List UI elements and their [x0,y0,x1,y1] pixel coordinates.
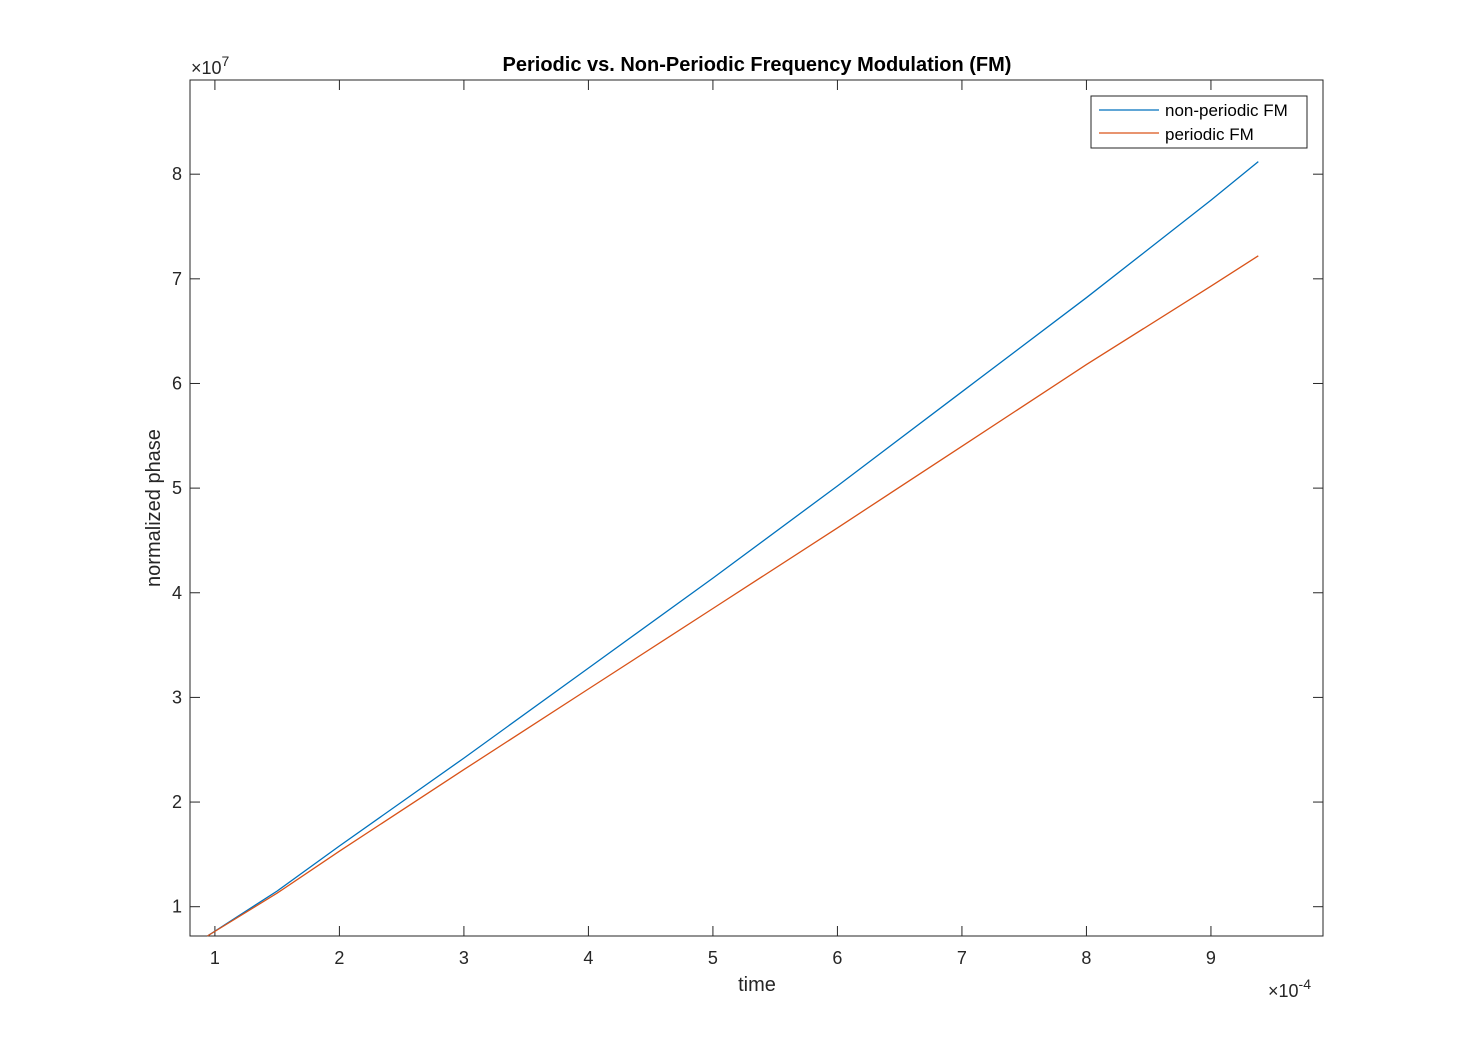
x-exponent-power: -4 [1299,976,1312,992]
x-tick-label: 6 [832,948,842,968]
y-tick-label: 7 [172,269,182,289]
x-axis-label: time [738,974,776,996]
legend-label-non-periodic: non-periodic FM [1165,101,1288,120]
axes-box [189,79,1324,937]
y-tick-label: 8 [172,164,182,184]
series-line-non-periodic-fm [207,161,1259,937]
series-lines [207,161,1259,937]
y-tick-label: 6 [172,373,182,393]
y-exponent-label: ×107 [191,53,230,78]
y-tick-label: 1 [172,897,182,917]
legend-label-periodic: periodic FM [1165,125,1254,144]
axis-ticks: 1 2 3 4 5 6 7 8 9 1 2 3 4 5 6 7 8 [172,80,1323,968]
y-tick-label: 3 [172,687,182,707]
y-exponent-power: 7 [222,53,230,69]
y-tick-label: 5 [172,478,182,498]
y-exponent-base: ×10 [191,58,222,78]
x-tick-label: 5 [708,948,718,968]
y-tick-label: 2 [172,792,182,812]
x-tick-label: 7 [957,948,967,968]
x-tick-label: 8 [1081,948,1091,968]
plot-area: 1 2 3 4 5 6 7 8 9 1 2 3 4 5 6 7 8 [172,79,1324,968]
legend-box [1090,95,1308,149]
x-tick-label: 9 [1206,948,1216,968]
x-tick-label: 3 [459,948,469,968]
x-exponent-base: ×10 [1268,981,1299,1001]
legend: non-periodic FM periodic FM [1090,95,1308,149]
y-axis-label: normalized phase [143,429,165,587]
x-tick-label: 2 [334,948,344,968]
y-tick-label: 4 [172,583,182,603]
series-line-periodic-fm [207,255,1259,937]
x-tick-label: 1 [210,948,220,968]
x-tick-label: 4 [583,948,593,968]
x-exponent-label: ×10-4 [1268,976,1311,1001]
chart-title: Periodic vs. Non-Periodic Frequency Modu… [503,54,1012,76]
